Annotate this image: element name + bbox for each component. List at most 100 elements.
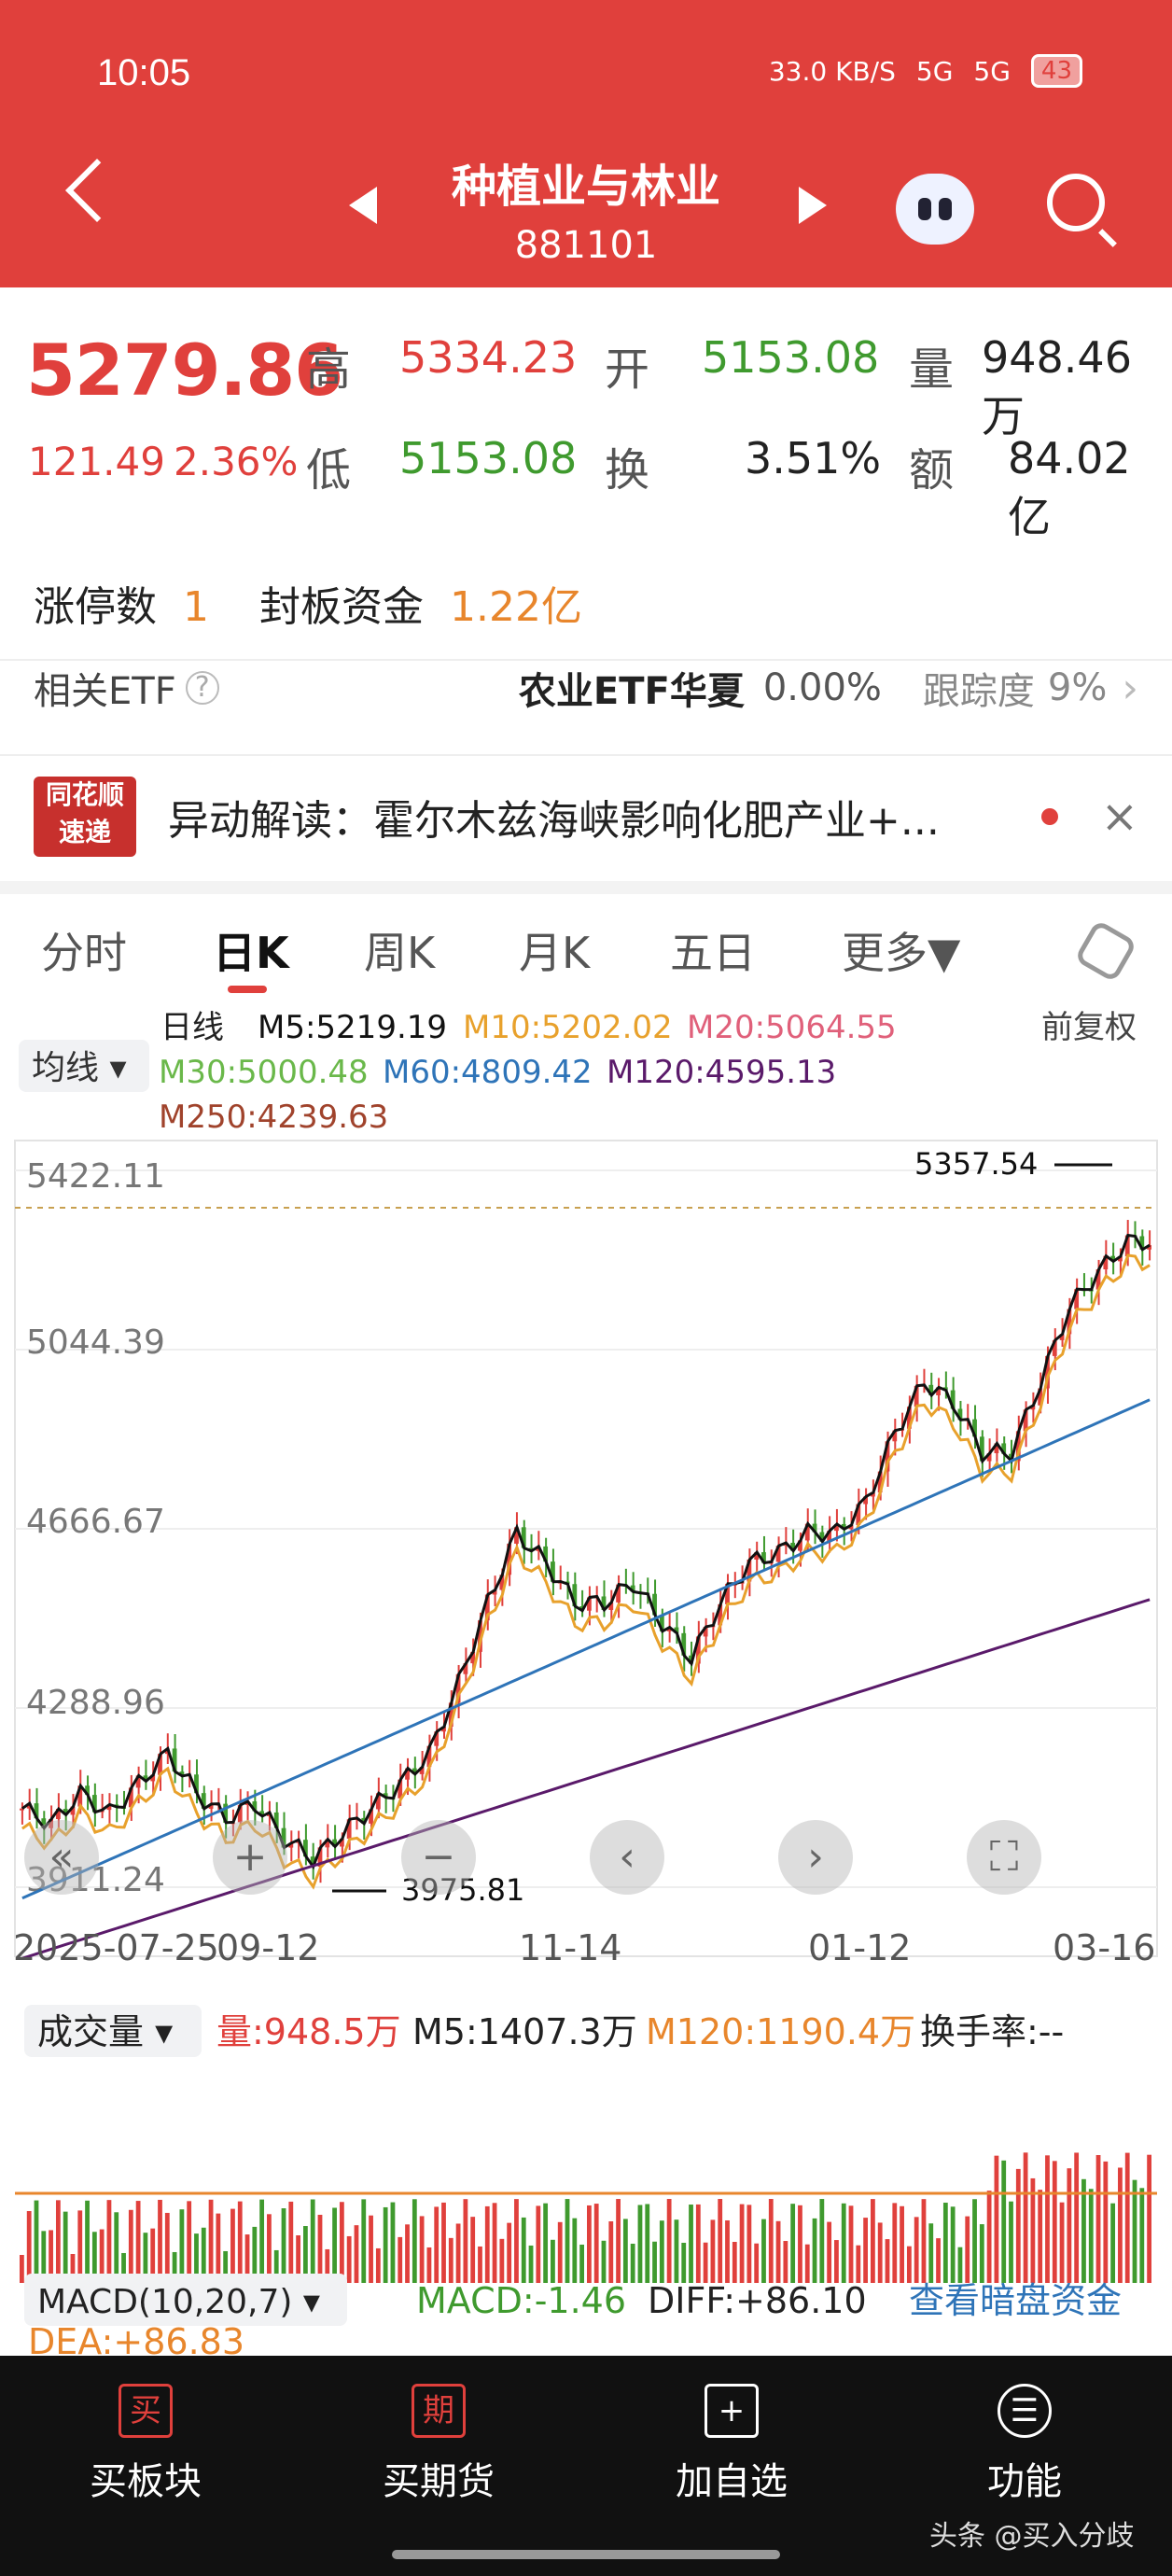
volume-bar — [99, 2229, 105, 2283]
candle — [441, 1726, 446, 1732]
volume-bar — [1103, 2161, 1109, 2283]
candle — [1118, 1256, 1123, 1262]
home-indicator — [392, 2550, 780, 2559]
volume-bar — [398, 2236, 403, 2283]
candle — [158, 1754, 162, 1775]
volume-bar — [979, 2224, 984, 2283]
candle — [339, 1839, 344, 1847]
net-speed: 33.0 KB/S — [768, 55, 896, 87]
volume-bar — [718, 2199, 723, 2283]
volume-bar — [463, 2199, 468, 2283]
volume-bar — [834, 2240, 839, 2283]
tab-five-day[interactable]: 五日 — [670, 928, 756, 978]
nav-buy-futures[interactable]: 期买期货 — [345, 2384, 532, 2505]
candle — [1030, 1405, 1036, 1410]
volume-bar — [732, 2242, 737, 2283]
volume-bar — [994, 2155, 999, 2283]
candle — [1095, 1269, 1101, 1290]
ma-period: 日线 — [160, 1009, 224, 1046]
candle — [1074, 1289, 1080, 1309]
candle — [150, 1774, 156, 1782]
candle — [317, 1847, 323, 1868]
volume-label: 量 — [909, 343, 955, 396]
period-tabs: 分时 日K 周K 月K 五日 更多▼ — [0, 903, 1172, 997]
page-title: 种植业与林业 — [451, 161, 720, 213]
volume-bar — [645, 2204, 650, 2283]
volume-bar — [455, 2223, 461, 2283]
buy-icon: 买 — [119, 2384, 173, 2438]
volume-bar — [317, 2214, 323, 2283]
zoom-out-icon[interactable] — [401, 1820, 476, 1895]
volume-bar — [216, 2213, 221, 2283]
candle — [1110, 1255, 1116, 1262]
settings-icon[interactable] — [1073, 918, 1138, 984]
candle — [492, 1589, 497, 1595]
candle — [1067, 1309, 1072, 1335]
news-text: 异动解读：霍尔木兹海峡影响化肥产业+... — [168, 797, 940, 845]
scroll-left-icon[interactable] — [590, 1820, 664, 1895]
tab-weekly-k[interactable]: 周K — [364, 928, 436, 978]
candle — [70, 1806, 76, 1815]
volume-bar — [965, 2216, 970, 2283]
volume-bar — [484, 2205, 490, 2283]
volume-bar — [499, 2238, 505, 2283]
robot-assistant-icon[interactable] — [896, 174, 974, 245]
nav-buy-sector[interactable]: 买买板块 — [52, 2384, 239, 2505]
ma-selector[interactable]: 均线 ▾ — [32, 1049, 127, 1087]
zoom-in-icon[interactable] — [213, 1820, 287, 1895]
candle — [223, 1803, 229, 1823]
volume-bar — [179, 2209, 185, 2283]
nav-functions[interactable]: ☰ 功能 — [931, 2384, 1118, 2505]
candle — [463, 1663, 468, 1674]
dark-pool-link[interactable]: 查看暗盘资金 — [909, 2280, 1122, 2321]
candle — [659, 1615, 664, 1631]
amount-value: 84.02亿 — [1008, 433, 1131, 542]
related-etf-row[interactable]: 相关ETF ? 农业ETF华夏 0.00% 跟踪度 9% › — [34, 661, 1138, 715]
volume-bar — [892, 2203, 898, 2283]
candle — [652, 1593, 657, 1616]
volume-selector[interactable]: 成交量 ▾ — [37, 2011, 173, 2052]
candle — [499, 1575, 505, 1590]
candle — [877, 1471, 883, 1493]
tab-more[interactable]: 更多▼ — [842, 928, 961, 978]
x-tick: 2025-07-25 — [13, 1927, 219, 1968]
candle — [703, 1626, 708, 1637]
candle — [273, 1812, 279, 1828]
kline-chart[interactable]: 均线 ▾ 日线 M5:5219.19 M10:5202.02 M20:5064.… — [0, 995, 1172, 2358]
next-arrow-icon[interactable] — [799, 187, 827, 224]
rewind-icon[interactable] — [24, 1820, 99, 1895]
prev-arrow-icon[interactable] — [349, 187, 377, 224]
tab-daily-k[interactable]: 日K — [213, 928, 289, 978]
candle — [1038, 1388, 1043, 1406]
limit-up-row: 涨停数 1 封板资金 1.22亿 — [34, 573, 582, 633]
volume-bar — [957, 2247, 963, 2283]
volume-bar — [273, 2249, 279, 2283]
candle — [856, 1504, 861, 1525]
volume-bar — [128, 2209, 133, 2283]
change-pct: 2.36% — [174, 439, 299, 484]
volume-bar — [405, 2224, 410, 2283]
close-icon[interactable]: × — [1100, 791, 1138, 843]
volume-bar — [972, 2199, 977, 2283]
candle — [34, 1803, 39, 1819]
nav-add-watchlist[interactable]: + 加自选 — [638, 2384, 825, 2505]
candle — [761, 1552, 766, 1563]
volume-bar — [746, 2205, 752, 2283]
search-icon[interactable] — [1047, 174, 1105, 231]
candle — [310, 1856, 315, 1868]
sector-code: 881101 — [514, 224, 658, 267]
news-banner[interactable]: 同花顺 速递 异动解读：霍尔木兹海峡影响化肥产业+... × — [34, 765, 1138, 868]
macd-selector[interactable]: MACD(10,20,7) ▾ — [37, 2283, 320, 2321]
adjust-label[interactable]: 前复权 — [1041, 1009, 1137, 1046]
volume-bar — [1001, 2160, 1007, 2283]
x-tick: 01-12 — [808, 1927, 911, 1968]
fullscreen-icon[interactable] — [967, 1820, 1041, 1895]
tab-intraday[interactable]: 分时 — [41, 928, 127, 978]
volume-bar — [819, 2199, 825, 2283]
volume-bar — [390, 2202, 396, 2283]
help-icon[interactable]: ? — [185, 671, 219, 705]
candle — [135, 1775, 141, 1788]
scroll-right-icon[interactable] — [778, 1820, 853, 1895]
volume-bar — [259, 2199, 265, 2283]
tab-monthly-k[interactable]: 月K — [519, 928, 591, 978]
